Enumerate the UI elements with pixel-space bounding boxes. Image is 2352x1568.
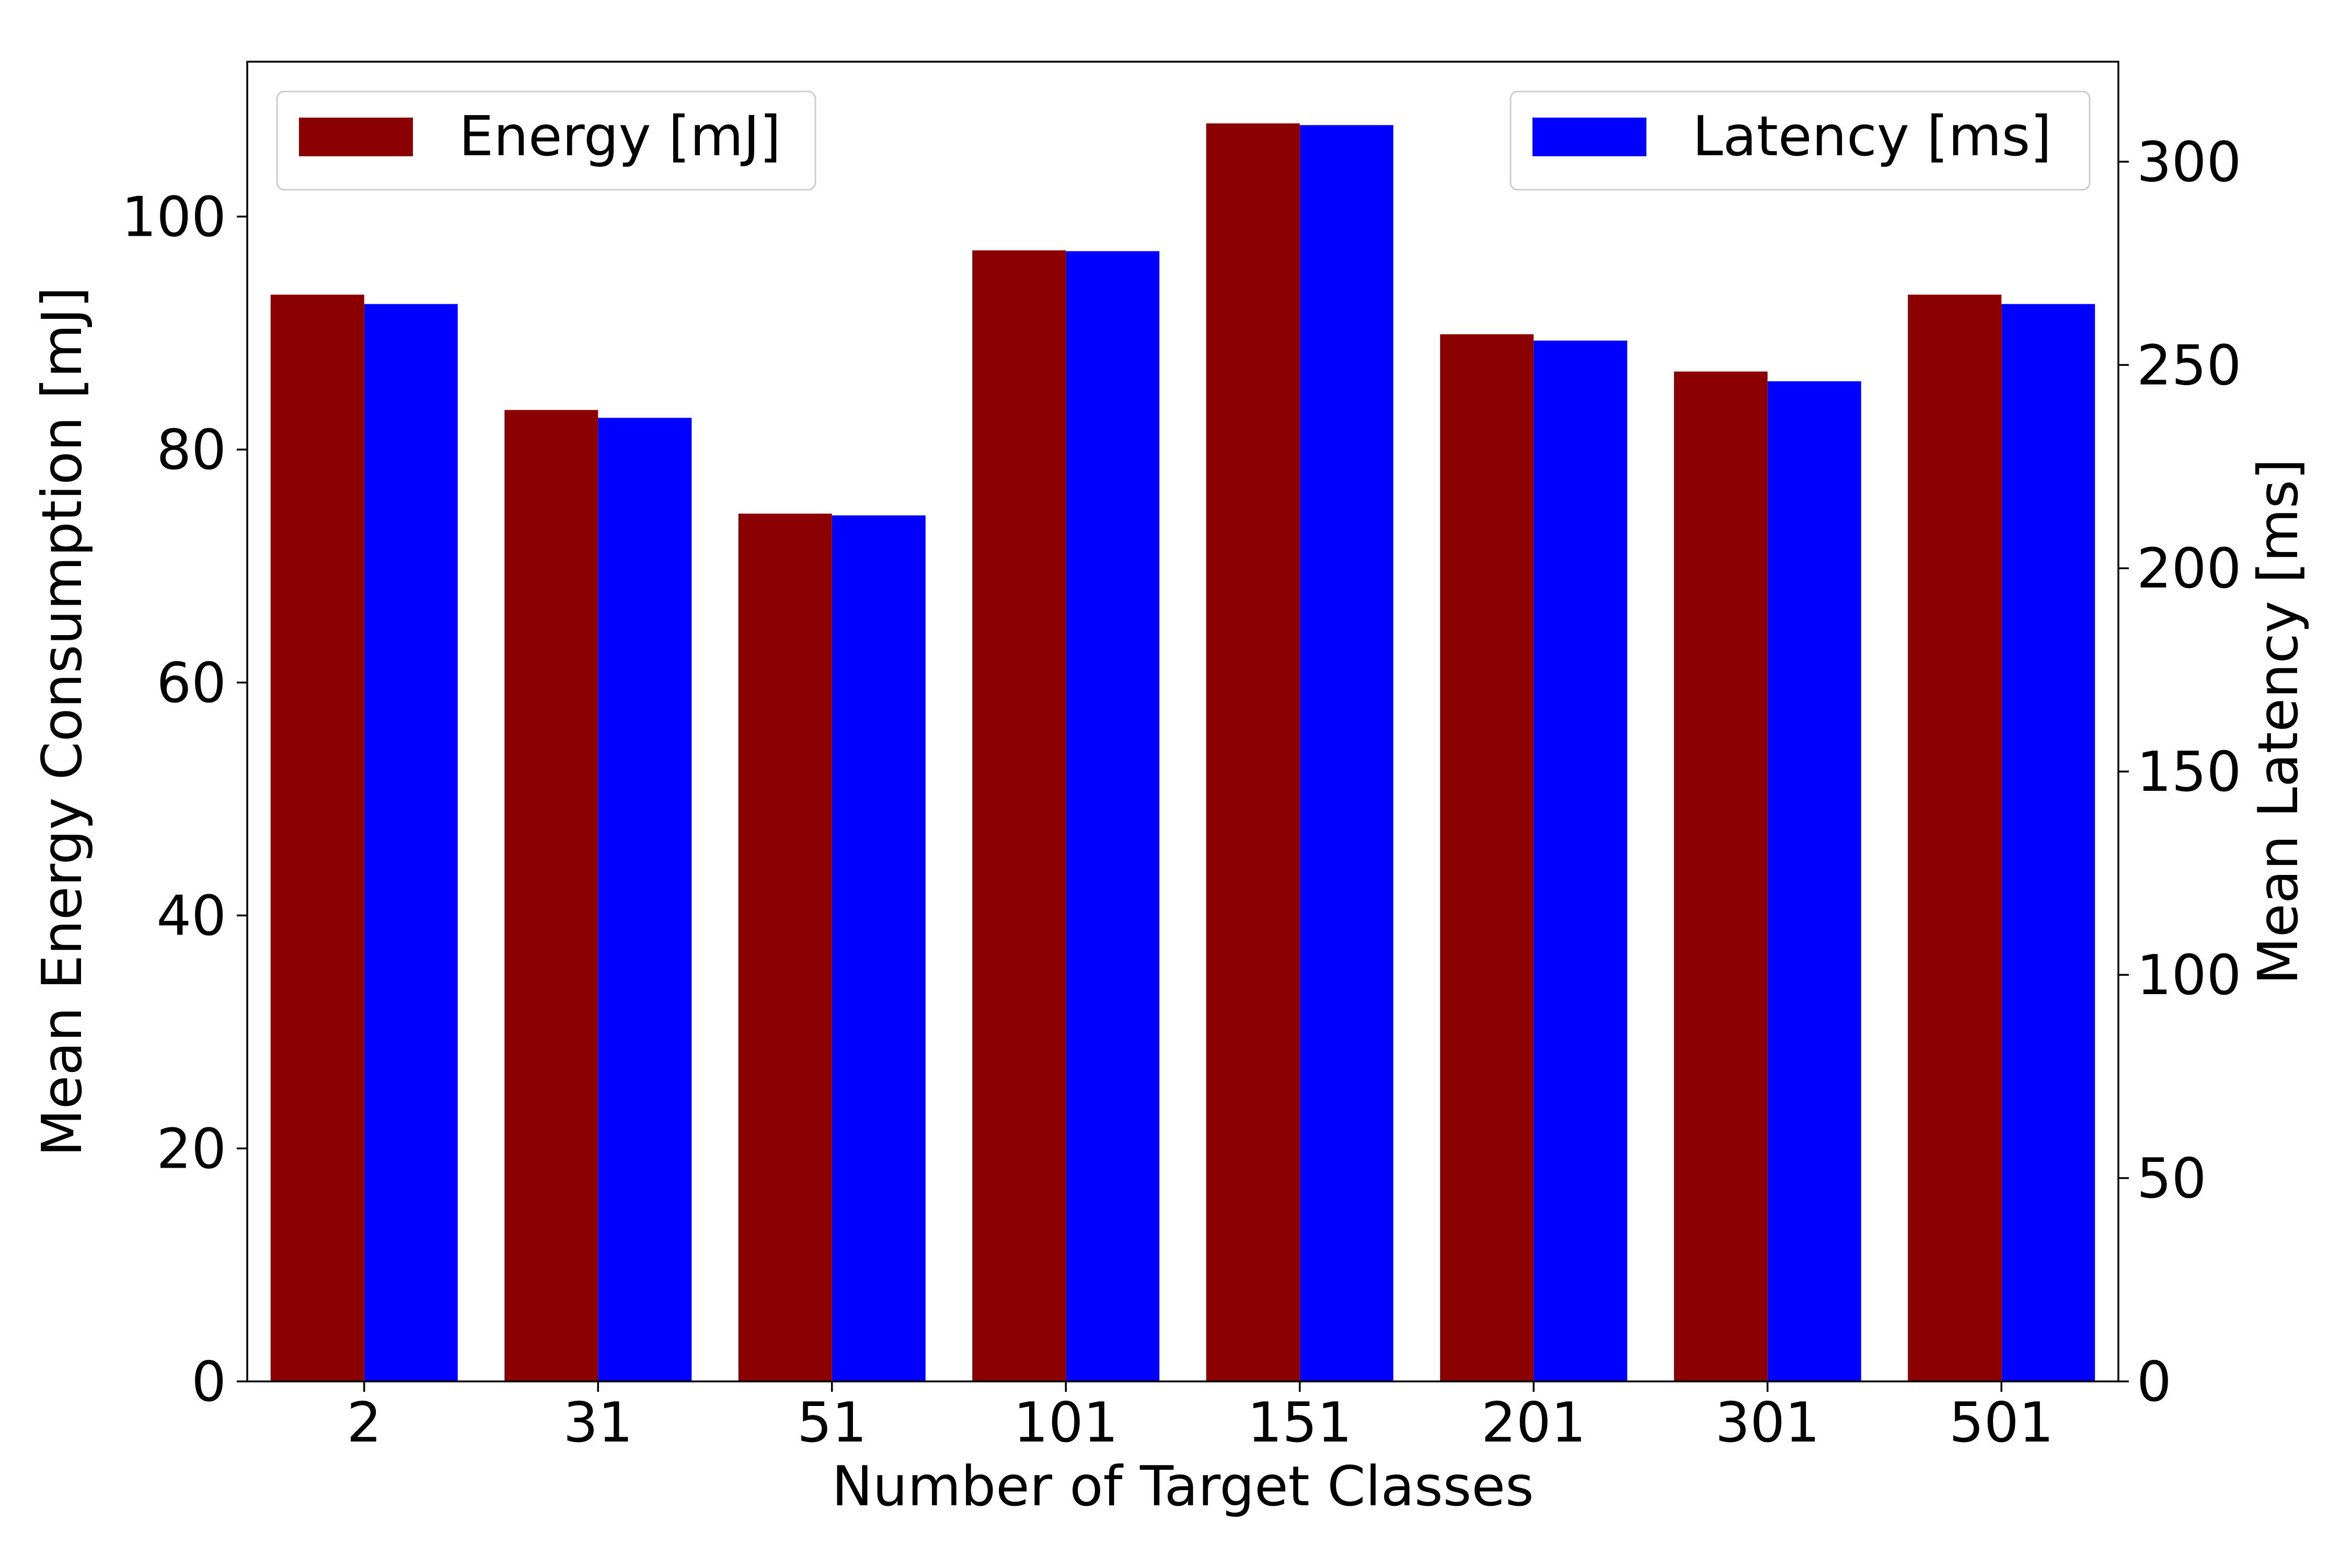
legend-energy: Energy [mJ] bbox=[276, 90, 816, 191]
y-right-tick-label: 50 bbox=[2137, 1147, 2207, 1210]
latency-bar-151 bbox=[1299, 125, 1393, 1381]
legend-frame bbox=[1509, 90, 2091, 191]
y-axis-left: 0 20 40 60 80 100 bbox=[122, 185, 247, 1414]
energy-bar-301 bbox=[1674, 371, 1768, 1382]
plot-frame bbox=[246, 61, 2119, 1382]
plot-area bbox=[246, 61, 2119, 1382]
x-tick-label: 301 bbox=[1715, 1391, 1820, 1455]
y-right-tick-label: 300 bbox=[2137, 130, 2241, 194]
legend-swatch-latency bbox=[1532, 118, 1646, 156]
y-left-tick-label: 0 bbox=[191, 1350, 226, 1414]
x-axis: 2 31 51 101 151 201 301 501 bbox=[347, 1381, 2054, 1455]
energy-bar-31 bbox=[504, 410, 598, 1382]
energy-bar-201 bbox=[1440, 334, 1534, 1381]
y-right-tick-label: 150 bbox=[2137, 740, 2241, 804]
y-right-tick-label: 250 bbox=[2137, 333, 2241, 397]
legend-latency: Latency [ms] bbox=[1509, 90, 2091, 191]
y-axis-left-title: Mean Energy Consumption [mJ] bbox=[30, 286, 94, 1156]
energy-bar-501 bbox=[1908, 294, 2002, 1382]
energy-bar-151 bbox=[1206, 123, 1300, 1381]
x-tick-label: 201 bbox=[1481, 1391, 1586, 1455]
latency-bar-51 bbox=[832, 515, 926, 1381]
latency-bar-31 bbox=[598, 418, 692, 1381]
energy-bar-51 bbox=[738, 513, 832, 1381]
x-axis-title: Number of Target Classes bbox=[832, 1455, 1534, 1518]
x-tick-label: 501 bbox=[1949, 1391, 2054, 1455]
latency-bar-301 bbox=[1767, 381, 1861, 1381]
x-tick-label: 151 bbox=[1248, 1391, 1352, 1455]
bars-group bbox=[270, 123, 2095, 1382]
legend-label-latency: Latency [ms] bbox=[1692, 105, 2051, 168]
energy-bar-2 bbox=[270, 294, 364, 1382]
latency-bar-101 bbox=[1066, 251, 1160, 1382]
latency-bar-2 bbox=[364, 304, 458, 1382]
y-left-tick-label: 100 bbox=[122, 185, 226, 249]
latency-bar-201 bbox=[1534, 340, 1628, 1381]
x-tick-label: 31 bbox=[563, 1391, 633, 1455]
y-left-tick-label: 40 bbox=[156, 884, 226, 948]
x-tick-label: 51 bbox=[797, 1391, 867, 1455]
y-right-tick-label: 100 bbox=[2137, 943, 2241, 1007]
y-right-tick-label: 0 bbox=[2137, 1350, 2172, 1414]
y-axis-right: 0 50 100 150 200 250 300 bbox=[2118, 130, 2241, 1414]
y-left-tick-label: 20 bbox=[156, 1117, 226, 1181]
y-left-tick-label: 60 bbox=[156, 651, 226, 715]
legend-frame bbox=[276, 90, 816, 191]
legend-swatch-energy bbox=[299, 118, 413, 156]
x-tick-label: 2 bbox=[347, 1391, 382, 1455]
latency-bar-501 bbox=[2001, 304, 2095, 1382]
energy-bar-101 bbox=[972, 250, 1066, 1381]
y-right-tick-label: 200 bbox=[2137, 537, 2241, 601]
y-axis-right-title: Mean Latency [ms] bbox=[2246, 458, 2310, 985]
x-tick-label: 101 bbox=[1013, 1391, 1118, 1455]
legend-label-energy: Energy [mJ] bbox=[459, 105, 781, 168]
y-left-tick-label: 80 bbox=[156, 418, 226, 482]
